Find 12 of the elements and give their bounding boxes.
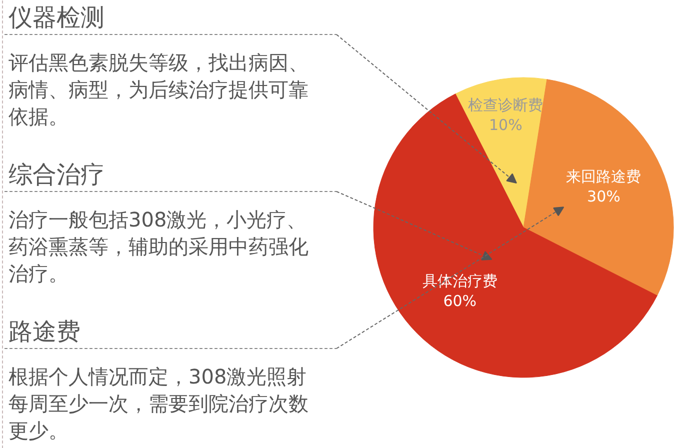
text: 综合治疗 — [8, 160, 104, 188]
text: 仪器检测 — [8, 4, 104, 32]
text: 治疗一般包括308激光，小光疗、药浴熏蒸等，辅助的采用中药强化治疗。 — [8, 208, 308, 286]
slice-label: 具体治疗费 — [422, 272, 498, 290]
slice-label: 检查诊断费 — [468, 96, 544, 114]
text: 根据个人情况而定，308激光照射每周至少一次，需要到院治疗次数更少。 — [8, 364, 308, 442]
text: 路途费 — [8, 318, 80, 346]
data-label: 30% — [587, 188, 620, 206]
data-label: 60% — [443, 292, 477, 310]
slice-label: 来回路途费 — [566, 168, 642, 186]
data-label: 10% — [488, 116, 522, 134]
text: 评估黑色素脱失等级，找出病因、病情、病型，为后续治疗提供可靠依据。 — [8, 50, 308, 128]
